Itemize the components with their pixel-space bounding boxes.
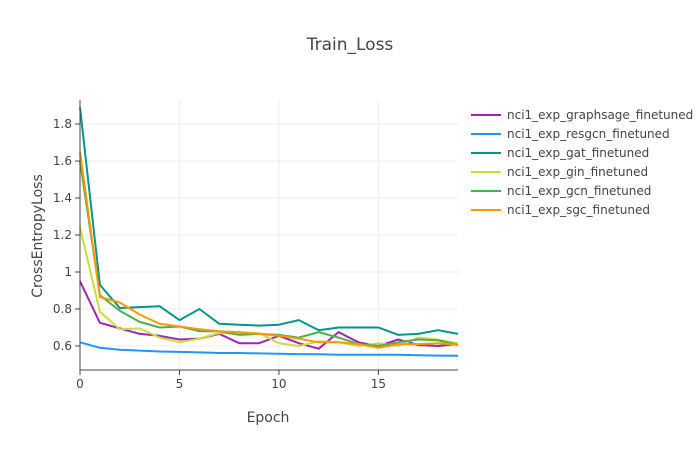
x-axis-title: Epoch	[247, 410, 290, 426]
legend-item[interactable]: nci1_exp_gin_finetuned	[471, 165, 648, 179]
series-line-nci1_exp_gcn_finetuned	[79, 160, 459, 347]
legend-label: nci1_exp_gcn_finetuned	[507, 184, 651, 198]
y-tick-label: 0.6	[53, 339, 72, 353]
y-tick-label: 1.2	[53, 228, 72, 242]
legend-item[interactable]: nci1_exp_sgc_finetuned	[471, 203, 650, 217]
y-axis-title: CrossEntropyLoss	[30, 174, 46, 297]
axes: 0.6 0.8 1 1.2 1.4 1.6 1.8 0 5 10 15	[53, 100, 458, 391]
series-line-nci1_exp_sgc_finetuned	[79, 151, 459, 349]
series-line-nci1_exp_gat_finetuned	[79, 107, 459, 336]
series-line-nci1_exp_graphsage_finetuned	[79, 280, 459, 350]
y-tick-label: 0.8	[53, 302, 72, 316]
x-tick-label: 15	[371, 377, 386, 391]
y-tick-label: 1.8	[53, 117, 72, 131]
legend-item[interactable]: nci1_exp_graphsage_finetuned	[471, 108, 693, 122]
legend: nci1_exp_graphsage_finetuned nci1_exp_res…	[471, 108, 693, 217]
legend-label: nci1_exp_gin_finetuned	[507, 165, 648, 179]
series-lines	[79, 107, 459, 357]
legend-item[interactable]: nci1_exp_gcn_finetuned	[471, 184, 651, 198]
chart-title: Train_Loss	[306, 35, 394, 55]
grid	[80, 100, 458, 370]
y-tick-label: 1.4	[53, 191, 72, 205]
x-tick-label: 10	[271, 377, 286, 391]
series-line-nci1_exp_resgcn_finetuned	[79, 341, 459, 357]
series-line-nci1_exp_gin_finetuned	[79, 227, 459, 347]
legend-label: nci1_exp_sgc_finetuned	[507, 203, 650, 217]
x-tick-label: 0	[76, 377, 84, 391]
legend-item[interactable]: nci1_exp_resgcn_finetuned	[471, 127, 670, 141]
legend-label: nci1_exp_gat_finetuned	[507, 146, 649, 160]
legend-item[interactable]: nci1_exp_gat_finetuned	[471, 146, 649, 160]
y-tick-label: 1	[64, 265, 72, 279]
x-tick-label: 5	[176, 377, 184, 391]
legend-label: nci1_exp_resgcn_finetuned	[507, 127, 670, 141]
y-tick-label: 1.6	[53, 154, 72, 168]
legend-label: nci1_exp_graphsage_finetuned	[507, 108, 693, 122]
